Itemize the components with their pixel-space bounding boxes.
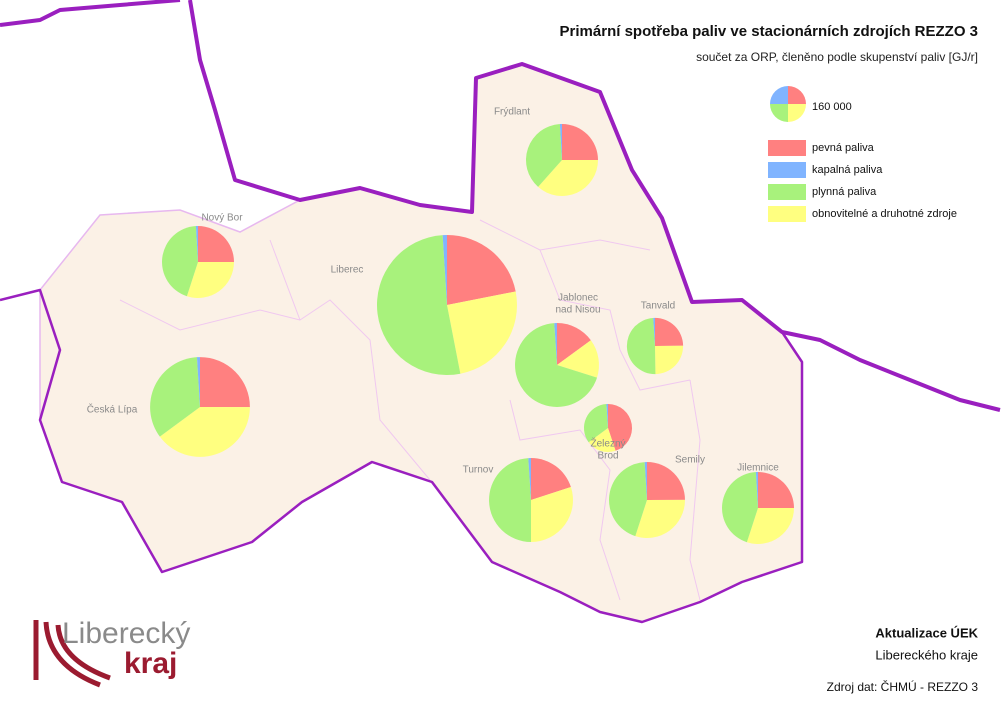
pie-slice — [200, 357, 250, 408]
place-label: Česká Lípa — [87, 403, 138, 416]
legend-label: obnovitelné a druhotné zdroje — [812, 208, 957, 220]
pie-slice — [583, 404, 608, 443]
place-label: Frýdlant — [494, 107, 530, 118]
legend-pie — [788, 104, 806, 122]
pie-slice — [196, 357, 200, 407]
pie-slice — [758, 472, 794, 508]
subtitle: součet za ORP, členěno podle skupenství … — [696, 50, 978, 64]
pie-slice — [722, 472, 758, 543]
pie-slice — [186, 262, 234, 298]
logo: Liberecký kraj — [33, 617, 190, 688]
legend-label: pevná paliva — [812, 142, 875, 154]
place-label: Brod — [597, 451, 618, 462]
legend-swatch — [768, 184, 806, 200]
legend-swatch — [768, 162, 806, 178]
pie-slice — [489, 458, 531, 542]
place-label: Jablonec — [558, 293, 598, 304]
pie-slice — [655, 317, 684, 346]
pie-slice — [376, 235, 461, 376]
legend-label: kapalná paliva — [812, 164, 883, 176]
legend-pie — [788, 86, 806, 104]
pie-slice — [528, 458, 531, 500]
pie-slice — [198, 226, 234, 262]
pie-slice — [525, 124, 562, 187]
place-label: Turnov — [463, 465, 494, 476]
pie-slice — [588, 428, 616, 453]
pie-slice — [635, 499, 685, 538]
pie-slice — [442, 234, 447, 305]
pie-slice — [447, 234, 516, 305]
footer-line2: Libereckého kraje — [875, 647, 978, 662]
pie-slice — [606, 403, 608, 428]
pie-slice — [608, 403, 633, 451]
pie-slice — [655, 345, 684, 375]
logo-text: kraj — [124, 647, 177, 680]
place-label: Jilemnice — [737, 463, 779, 474]
pie-slice — [609, 462, 647, 537]
place-label: Železný — [590, 437, 625, 450]
pie-slice — [531, 458, 571, 500]
pie-slice — [554, 323, 557, 365]
title: Primární spotřeba paliv ve stacionárních… — [560, 23, 978, 40]
place-label: Semily — [675, 455, 705, 466]
pie-slice — [559, 124, 562, 160]
pie-slice — [644, 462, 647, 500]
legend-scale-label: 160 000 — [812, 101, 852, 113]
pie-slice — [531, 487, 573, 542]
pie-slice — [162, 226, 198, 297]
pie-slice — [647, 462, 685, 500]
pie-slice — [515, 323, 598, 407]
legend-swatch — [768, 140, 806, 156]
pie-slice — [626, 317, 656, 375]
place-label: Liberec — [331, 265, 364, 276]
legend-label: plynná paliva — [812, 186, 877, 198]
place-label: nad Nisou — [555, 305, 600, 316]
district-borders — [119, 219, 701, 601]
pie-slice — [447, 291, 518, 374]
legend-swatch — [768, 206, 806, 222]
pie-slice — [557, 323, 591, 365]
source: Zdroj dat: ČHMÚ - REZZO 3 — [827, 679, 979, 694]
legend-pie — [770, 104, 788, 122]
pie-slice — [562, 124, 598, 160]
pie-slice — [538, 160, 598, 196]
place-label: Tanvald — [641, 301, 675, 312]
place-label: Nový Bor — [201, 213, 243, 224]
state-border — [0, 0, 1001, 624]
pie-slice — [653, 317, 655, 346]
pie-slice — [150, 357, 200, 437]
pie-slice — [746, 508, 794, 544]
footer-line1: Aktualizace ÚEK — [875, 625, 978, 640]
logo-text: Liberecký — [62, 617, 190, 650]
pie-slice — [755, 472, 758, 508]
legend-pie — [770, 86, 788, 104]
pie-slice — [195, 226, 198, 262]
pie-slice — [159, 407, 250, 457]
pie-slice — [557, 340, 599, 378]
